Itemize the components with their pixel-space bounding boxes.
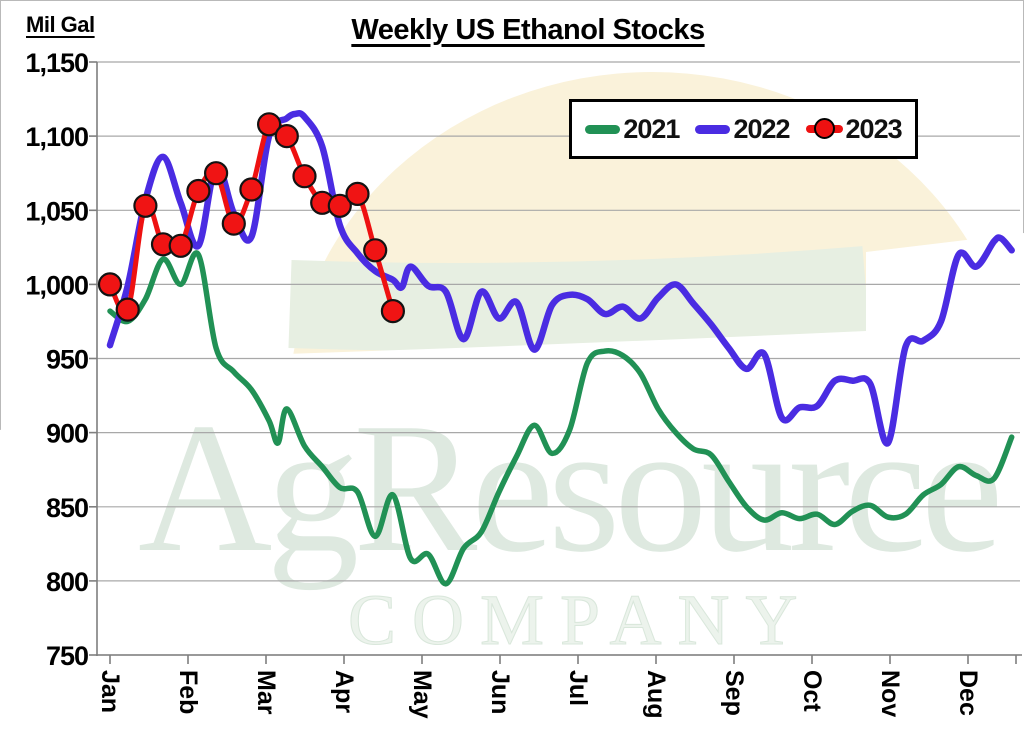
y-tick-label-750: 750 bbox=[46, 641, 88, 671]
logo-arc-shape bbox=[288, 246, 870, 351]
watermark-company-word: COMPANY bbox=[348, 580, 813, 660]
y-axis-labels: 1,150 1,100 1,050 1,000 950 900 850 800 750 bbox=[25, 48, 89, 671]
series-line-2022 bbox=[106, 109, 1015, 447]
data-point-marker bbox=[257, 112, 282, 137]
data-point-marker bbox=[186, 178, 211, 204]
legend-item-2023: 2023 bbox=[805, 113, 903, 145]
x-tick-label-jul: Jul bbox=[564, 670, 592, 706]
legend-item-2022: 2022 bbox=[695, 113, 791, 145]
x-tick-label-dec: Dec bbox=[954, 670, 982, 716]
chart-title: Weekly US Ethanol Stocks bbox=[351, 14, 705, 46]
y-tick-label-1150: 1,150 bbox=[25, 48, 88, 78]
x-tick-label-jan: Jan bbox=[96, 670, 124, 713]
x-tick-label-feb: Feb bbox=[174, 670, 202, 714]
data-point-marker bbox=[380, 299, 405, 324]
data-point-marker bbox=[363, 238, 388, 263]
legend-label: 2022 bbox=[733, 113, 790, 144]
legend: 2021 2022 2023 bbox=[569, 99, 918, 159]
legend-label: 2023 bbox=[845, 113, 903, 144]
x-tick-label-may: May bbox=[408, 670, 436, 719]
x-tick-label-sep: Sep bbox=[720, 670, 748, 716]
data-point-marker bbox=[292, 164, 317, 189]
data-point-marker bbox=[115, 297, 140, 322]
series-line-2021 bbox=[107, 250, 1015, 587]
data-point-marker bbox=[345, 181, 370, 206]
legend-label: 2021 bbox=[623, 113, 680, 144]
y-tick-label-1050: 1,050 bbox=[25, 196, 88, 226]
legend-line-swatch bbox=[695, 124, 731, 134]
x-tick-label-apr: Apr bbox=[330, 670, 358, 713]
y-tick-label-900: 900 bbox=[46, 419, 88, 449]
x-axis-labels: Jan Feb Mar Apr May Jun Jul Aug Sep Oct Nov Dec bbox=[96, 670, 982, 719]
data-point-marker bbox=[204, 161, 229, 186]
x-tick-label-oct: Oct bbox=[798, 670, 826, 712]
data-point-marker bbox=[97, 272, 123, 297]
axes bbox=[89, 61, 1022, 664]
data-point-marker bbox=[274, 124, 299, 149]
legend-line-circle-swatch bbox=[805, 118, 843, 140]
x-tick-label-nov: Nov bbox=[876, 670, 904, 717]
data-point-marker bbox=[239, 177, 264, 202]
x-tick-label-jun: Jun bbox=[486, 670, 514, 714]
data-point-marker bbox=[168, 233, 193, 258]
y-axis-unit-label: Mil Gal bbox=[26, 12, 95, 37]
x-tick-label-mar: Mar bbox=[252, 670, 280, 715]
y-tick-label-850: 850 bbox=[46, 493, 88, 523]
y-tick-label-950: 950 bbox=[46, 345, 88, 375]
y-tick-label-800: 800 bbox=[46, 567, 88, 597]
legend-item-2021: 2021 bbox=[585, 113, 680, 145]
y-tick-label-1100: 1,100 bbox=[25, 122, 88, 152]
data-point-marker bbox=[327, 193, 352, 218]
series-markers-2023 bbox=[97, 112, 405, 324]
data-point-marker bbox=[133, 193, 158, 218]
data-point-marker bbox=[221, 211, 246, 236]
legend-line-swatch bbox=[585, 124, 621, 134]
y-tick-label-1000: 1,000 bbox=[25, 270, 88, 300]
x-tick-label-aug: Aug bbox=[642, 670, 670, 719]
